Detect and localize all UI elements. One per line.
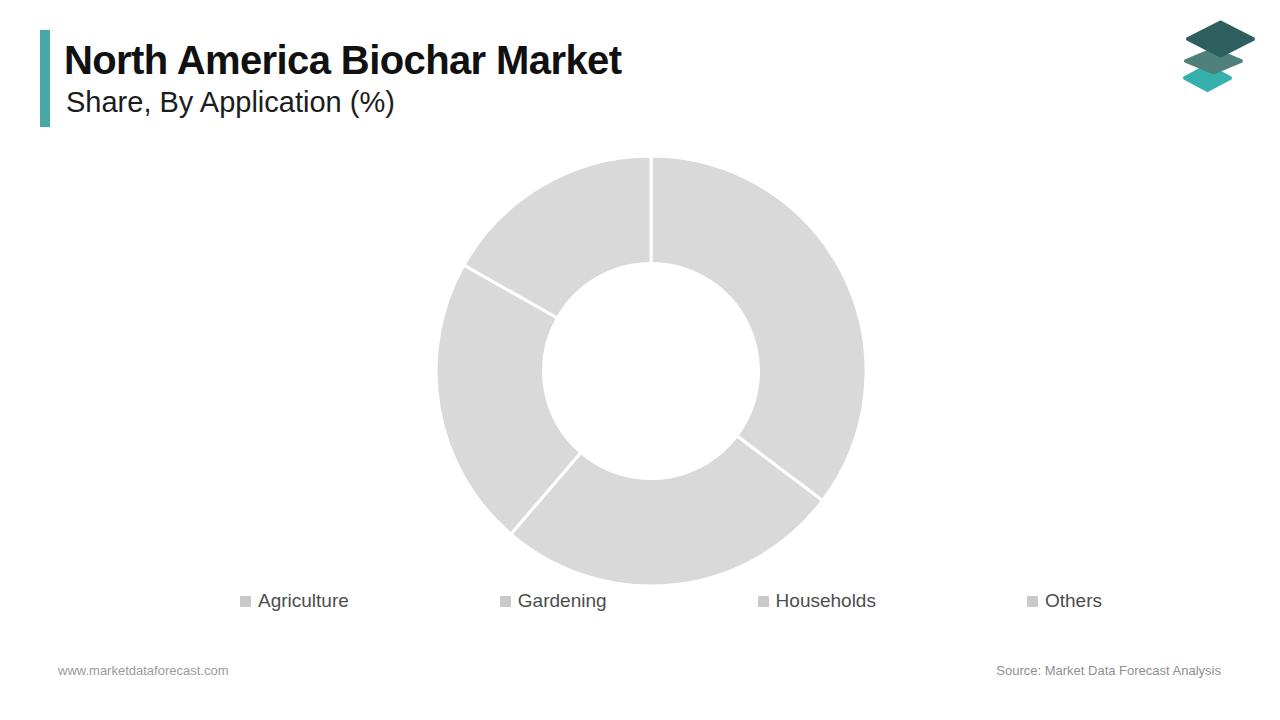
legend-marker-icon bbox=[500, 596, 511, 607]
donut-segment-agriculture bbox=[651, 156, 866, 501]
legend-label: Agriculture bbox=[258, 590, 349, 612]
legend-item-agriculture: Agriculture bbox=[240, 590, 349, 612]
legend-label: Gardening bbox=[518, 590, 607, 612]
legend-item-households: Households bbox=[758, 590, 876, 612]
legend-marker-icon bbox=[1027, 596, 1038, 607]
legend-item-others: Others bbox=[1027, 590, 1102, 612]
source-text: Source: Market Data Forecast Analysis bbox=[996, 663, 1221, 678]
donut-chart bbox=[433, 153, 869, 589]
website-text: www.marketdataforecast.com bbox=[58, 663, 229, 678]
legend-item-gardening: Gardening bbox=[500, 590, 607, 612]
market-data-forecast-logo-icon bbox=[1180, 18, 1260, 96]
chart-legend: Agriculture Gardening Households Others bbox=[240, 590, 1102, 612]
legend-label: Others bbox=[1045, 590, 1102, 612]
chart-page: North America Biochar Market Share, By A… bbox=[0, 0, 1280, 720]
title-accent-bar bbox=[40, 30, 50, 127]
page-title: North America Biochar Market bbox=[64, 38, 621, 83]
legend-marker-icon bbox=[758, 596, 769, 607]
page-subtitle: Share, By Application (%) bbox=[66, 86, 395, 119]
legend-marker-icon bbox=[240, 596, 251, 607]
logo-layer-top bbox=[1188, 23, 1253, 56]
legend-label: Households bbox=[776, 590, 876, 612]
